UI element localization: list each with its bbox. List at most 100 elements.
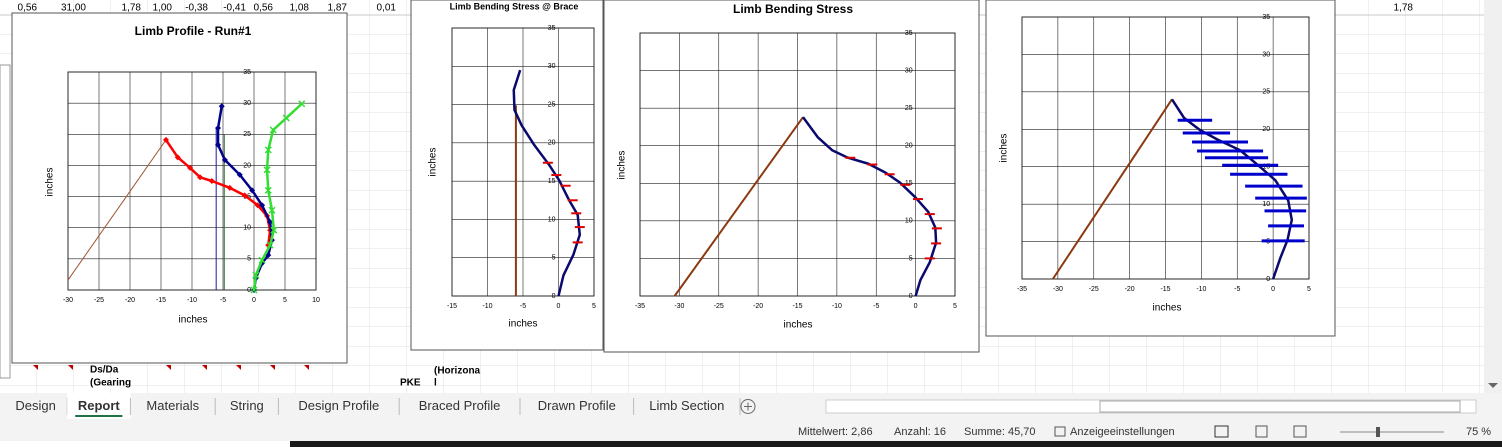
y-tick-label: 15 (905, 180, 913, 187)
add-sheet[interactable] (740, 399, 756, 414)
y-tick-label: 0 (909, 293, 913, 300)
cell: 0,56 (254, 3, 274, 14)
marker (269, 126, 277, 134)
sheet-tab[interactable]: Limb Section (649, 398, 724, 413)
x-tick-label: -15 (1160, 286, 1170, 293)
marker (250, 286, 258, 294)
cell: (Horizona (434, 366, 481, 377)
y-tick-label: 5 (552, 255, 556, 262)
chart-title: Limb Bending Stress @ Brace (450, 1, 579, 11)
sheet-tab[interactable]: String (230, 398, 264, 413)
zoom-thumb[interactable] (1376, 427, 1380, 437)
y-tick-label: 30 (243, 100, 251, 107)
marker (221, 156, 228, 163)
x-tick-label: -10 (187, 297, 197, 304)
x-tick-label: 0 (1271, 286, 1275, 293)
marker (197, 174, 204, 181)
sheet-tab[interactable]: Materials (146, 398, 199, 413)
x-tick-label: 5 (953, 303, 957, 310)
x-tick-label: -5 (1234, 286, 1240, 293)
y-tick-label: 35 (905, 30, 913, 37)
cell: l (434, 378, 437, 389)
y-tick-label: 10 (243, 225, 251, 232)
y-tick-label: 5 (909, 255, 913, 262)
vertical-scrollbar[interactable] (1484, 0, 1502, 393)
status-count: Anzahl: 16 (894, 426, 946, 438)
sheet-tab[interactable]: Braced Profile (419, 398, 501, 413)
cell: -0,38 (185, 3, 208, 14)
cell: 31,00 (61, 3, 86, 14)
x-tick-label: -20 (125, 297, 135, 304)
cell: 1,78 (122, 3, 142, 14)
marker (249, 187, 256, 194)
y-tick-label: 20 (1262, 126, 1270, 133)
marker (258, 256, 266, 264)
cell: 1,00 (153, 3, 173, 14)
x-tick-label: -5 (520, 303, 526, 310)
x-tick-label: 0 (252, 297, 256, 304)
cell: 1,08 (290, 3, 310, 14)
marker (263, 166, 271, 174)
x-tick-label: -15 (792, 303, 802, 310)
marker (187, 164, 194, 171)
normal-view[interactable] (1214, 425, 1229, 438)
scroll-down[interactable] (1488, 383, 1498, 388)
series-line (1052, 98, 1173, 280)
marker (208, 178, 215, 184)
marker (259, 202, 266, 209)
y-tick-label: 25 (905, 105, 913, 112)
chart: Limb Bending Stress inches inches 0 5 10 15 20 2… (603, 0, 980, 353)
marker (266, 241, 274, 249)
x-tick-label: 0 (914, 303, 918, 310)
comment-markers (33, 365, 309, 370)
y-axis-label: inches (428, 148, 439, 177)
active-tab-bg (67, 393, 131, 419)
y-axis-label: inches (617, 151, 628, 180)
series-line (512, 69, 582, 297)
x-tick-label: 5 (592, 303, 596, 310)
marker (215, 125, 222, 132)
sheet-tab[interactable]: Design (15, 398, 55, 413)
y-tick-label: 35 (243, 69, 251, 76)
display-settings[interactable]: Anzeigeeinstellungen (1070, 426, 1175, 438)
cell: -0,41 (223, 3, 246, 14)
x-tick-label: -5 (220, 297, 226, 304)
display-icon (1054, 426, 1066, 437)
y-tick-label: 15 (548, 178, 556, 185)
series-line (673, 116, 804, 297)
status-sum: Summe: 45,70 (964, 426, 1036, 438)
y-tick-label: 25 (1262, 89, 1270, 96)
sheet-tab[interactable]: Drawn Profile (538, 398, 616, 413)
chart: inches inches 0 5 10 15 20 25 30 35 -35 -30 -25 -20 -1… (985, 0, 1336, 337)
status-average: Mittelwert: 2,86 (798, 426, 873, 438)
marker (298, 100, 306, 108)
top-row: 0,56 31,00 1,78 1,00 -0,38 -0,41 0,56 1,… (18, 3, 1414, 14)
page-layout-view[interactable] (1255, 425, 1268, 438)
marker (236, 171, 243, 178)
x-tick-label: -10 (482, 303, 492, 310)
chart-title: Limb Profile - Run#1 (135, 24, 252, 38)
marker (241, 192, 248, 199)
y-tick-label: 25 (548, 101, 556, 108)
sheet-tab[interactable]: Report (78, 398, 121, 413)
page-break-view[interactable] (1293, 425, 1307, 438)
marker (226, 184, 233, 191)
y-tick-label: 35 (1262, 14, 1270, 21)
x-axis-label: inches (784, 320, 813, 331)
x-axis-label: inches (179, 315, 208, 326)
marker (162, 136, 169, 143)
marker (252, 271, 260, 279)
cell: (Gearing (90, 378, 131, 389)
clipped-chart (0, 64, 11, 379)
marker (270, 226, 278, 234)
marker (264, 186, 272, 194)
y-tick-label: 10 (905, 218, 913, 225)
x-tick-label: -25 (1089, 286, 1099, 293)
x-tick-label: -25 (714, 303, 724, 310)
y-tick-label: 10 (548, 216, 556, 223)
scroll-thumb[interactable] (1099, 400, 1461, 413)
sheet-tab[interactable]: Design Profile (298, 398, 379, 413)
cell: 1,87 (328, 3, 348, 14)
y-axis-label: inches (999, 134, 1010, 163)
